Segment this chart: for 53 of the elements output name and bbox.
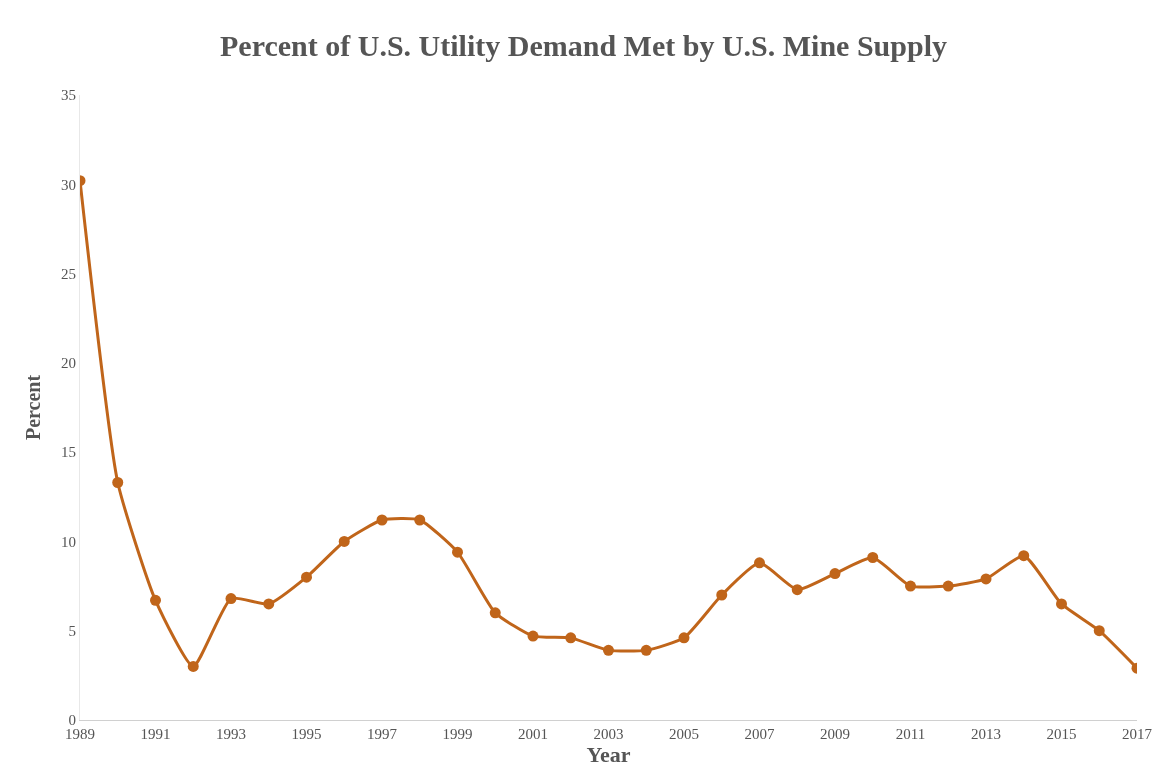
x-tick-label: 2001 [518, 726, 548, 742]
y-tick-label: 15 [61, 444, 76, 461]
point [791, 584, 803, 596]
x-tick-label: 2011 [895, 726, 926, 742]
y-tick-label: 35 [61, 87, 76, 104]
point [905, 580, 916, 592]
x-tick-label: 1993 [216, 726, 246, 742]
y-tick-label: 10 [61, 533, 76, 550]
x-tick-label: 1989 [65, 726, 95, 742]
point [678, 632, 690, 644]
point [376, 514, 388, 526]
y-axis-title: Percent [21, 374, 44, 441]
x-tick-label: 2005 [669, 726, 699, 742]
y-tick-label: 20 [61, 355, 76, 372]
point [338, 535, 350, 547]
x-tick-label: 1995 [291, 726, 322, 742]
point [452, 546, 463, 558]
x-tick-label: 2007 [744, 726, 775, 742]
point [603, 644, 614, 656]
point [980, 573, 992, 585]
x-tick-label: 1999 [442, 726, 473, 742]
point [640, 644, 652, 656]
y-tick-label: 25 [61, 265, 76, 282]
point [150, 594, 161, 606]
x-tick-label: 2017 [1122, 726, 1153, 742]
point [942, 580, 954, 592]
point [527, 630, 539, 642]
point [829, 568, 841, 580]
point [187, 660, 199, 672]
x-tick-label: 1997 [367, 726, 398, 742]
chart-title: Percent of U.S. Utility Demand Met by U.S. Mine Supply [220, 29, 947, 63]
point [716, 589, 728, 601]
x-tick-label: 2003 [593, 726, 624, 742]
point [565, 632, 577, 644]
x-axis-title: Year [586, 742, 631, 767]
point [263, 598, 275, 610]
x-tick-label: 2013 [971, 726, 1001, 742]
point [1093, 625, 1105, 637]
point [1056, 598, 1067, 610]
point [754, 557, 765, 569]
point [414, 514, 426, 526]
point [301, 571, 312, 583]
point [489, 607, 501, 619]
point [112, 477, 124, 488]
point [225, 593, 237, 605]
point [1018, 550, 1030, 562]
y-tick-label: 30 [61, 176, 76, 193]
x-tick-label: 2009 [820, 726, 850, 742]
y-tick-label: 0 [68, 712, 76, 729]
point [867, 552, 879, 563]
y-tick-label: 5 [68, 622, 76, 639]
x-tick-label: 2015 [1046, 726, 1077, 742]
x-tick-label: 1991 [140, 726, 171, 742]
